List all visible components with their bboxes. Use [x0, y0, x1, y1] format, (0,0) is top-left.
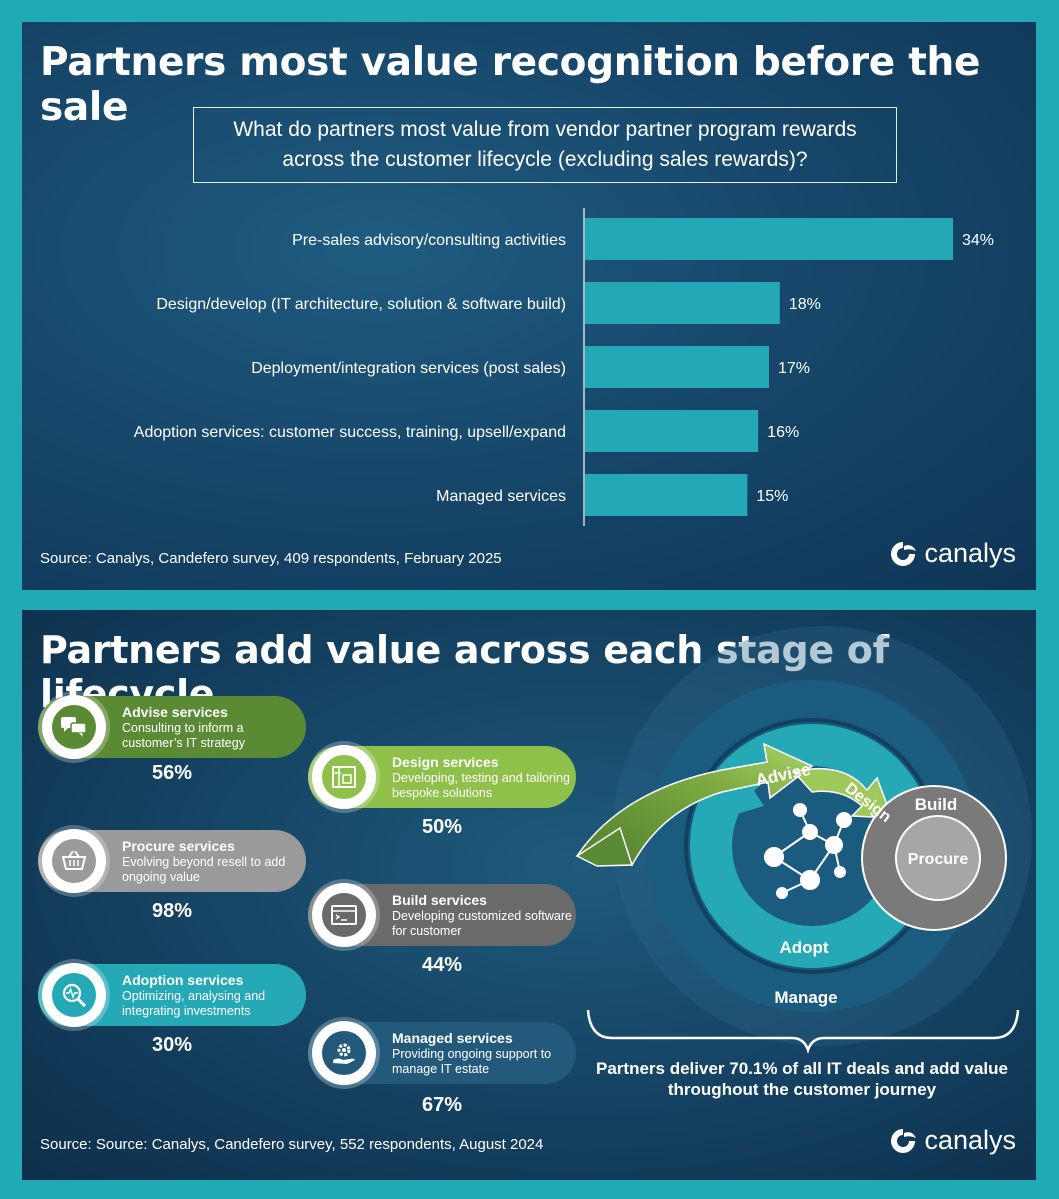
service-name: Procure services	[122, 837, 235, 854]
advise-label: Advise	[754, 760, 812, 790]
advise-services-card: Advise services Consulting to inform a cu…	[38, 695, 306, 759]
value-label: 17%	[778, 360, 810, 377]
build-label: Build	[915, 795, 958, 814]
service-desc: Consulting to inform a customer’s IT str…	[122, 720, 245, 750]
advise-services-pct: 56%	[152, 762, 193, 784]
value-label: 16%	[767, 424, 799, 441]
magnifier-icon	[52, 973, 96, 1017]
journey-summary: Partners deliver 70.1% of all IT deals a…	[596, 1059, 1008, 1099]
canalys-logo-icon	[891, 1128, 917, 1153]
managed-services-card: Managed services Providing ongoing suppor…	[308, 1021, 576, 1085]
service-desc: Providing ongoing support to manage IT e…	[392, 1046, 552, 1076]
bar	[585, 346, 769, 388]
canalys-logo-bottom: canalys	[888, 1125, 1016, 1156]
service-desc: Developing customized software for custo…	[392, 908, 572, 938]
value-label: 18%	[789, 296, 821, 313]
build-services-pct: 44%	[422, 954, 463, 976]
category-label: Deployment/integration services (post sa…	[251, 360, 566, 377]
top-source-note: Source: Canalys, Candefero survey, 409 r…	[40, 550, 502, 567]
logo-text: canalys	[924, 538, 1016, 568]
value-label: 15%	[756, 488, 788, 505]
service-desc: Optimizing, analysing and integrating in…	[122, 988, 266, 1018]
bar	[585, 282, 780, 324]
adopt-ring	[690, 724, 934, 968]
value-label: 34%	[962, 232, 994, 249]
adoption-services-card: Adoption services Optimizing, analysing a…	[38, 963, 306, 1027]
procure-label: Procure	[908, 851, 969, 868]
code-window-icon	[322, 893, 366, 937]
category-label: Pre-sales advisory/consulting activities	[292, 232, 566, 249]
top-panel: Partners most value recognition before t…	[22, 22, 1036, 590]
bar	[585, 218, 953, 260]
blueprint-icon	[322, 755, 366, 799]
service-desc: Evolving beyond resell to add ongoing va…	[122, 854, 286, 884]
design-services-card: Design services Developing, testing and t…	[308, 745, 576, 809]
service-desc: Developing, testing and tailoring bespok…	[392, 770, 570, 800]
gear-hand-icon	[322, 1031, 366, 1075]
category-label: Design/develop (IT architecture, solutio…	[156, 296, 566, 313]
people-network-icon	[764, 803, 852, 899]
top-panel-title: Partners most value recognition before t…	[40, 40, 981, 130]
service-name: Advise services	[122, 703, 228, 720]
canalys-logo: canalys	[888, 538, 1016, 569]
adoption-services-pct: 30%	[152, 1034, 193, 1056]
survey-question: What do partners most value from vendor …	[193, 107, 897, 183]
managed-services-pct: 67%	[422, 1094, 463, 1116]
inner-core	[732, 766, 892, 926]
procure-services-card: Procure services Evolving beyond resell t…	[38, 829, 306, 893]
bar	[585, 410, 759, 452]
service-name: Adoption services	[122, 971, 244, 988]
canalys-logo-icon	[891, 541, 917, 566]
category-label: Managed services	[436, 488, 566, 505]
bar-chart: Pre-sales advisory/consulting activities…	[134, 208, 994, 526]
adopt-label: Adopt	[779, 938, 828, 957]
adopt-arrowhead	[717, 760, 764, 820]
service-name: Managed services	[392, 1029, 513, 1046]
manage-ring	[646, 680, 978, 1012]
design-services-pct: 50%	[422, 816, 463, 838]
bottom-panel: Partners add value across each stage of …	[22, 610, 1036, 1180]
chat-bubbles-icon	[52, 705, 96, 749]
design-arrow	[792, 767, 894, 819]
bottom-source-note: Source: Source: Canalys, Candefero surve…	[40, 1136, 544, 1153]
service-name: Design services	[392, 753, 499, 770]
summary-brace	[586, 1009, 1020, 1054]
advise-design-arrow	[575, 742, 814, 866]
build-circle	[861, 785, 1007, 931]
build-services-card: Build services Developing customized soft…	[308, 883, 576, 947]
procure-services-pct: 98%	[152, 900, 193, 922]
service-name: Build services	[392, 891, 487, 908]
basket-icon	[52, 839, 96, 883]
category-label: Adoption services: customer success, tra…	[134, 424, 566, 441]
design-label: Design	[842, 780, 895, 826]
manage-label: Manage	[774, 988, 837, 1007]
bar	[585, 474, 748, 516]
procure-circle	[895, 815, 981, 901]
logo-text: canalys	[924, 1125, 1016, 1155]
